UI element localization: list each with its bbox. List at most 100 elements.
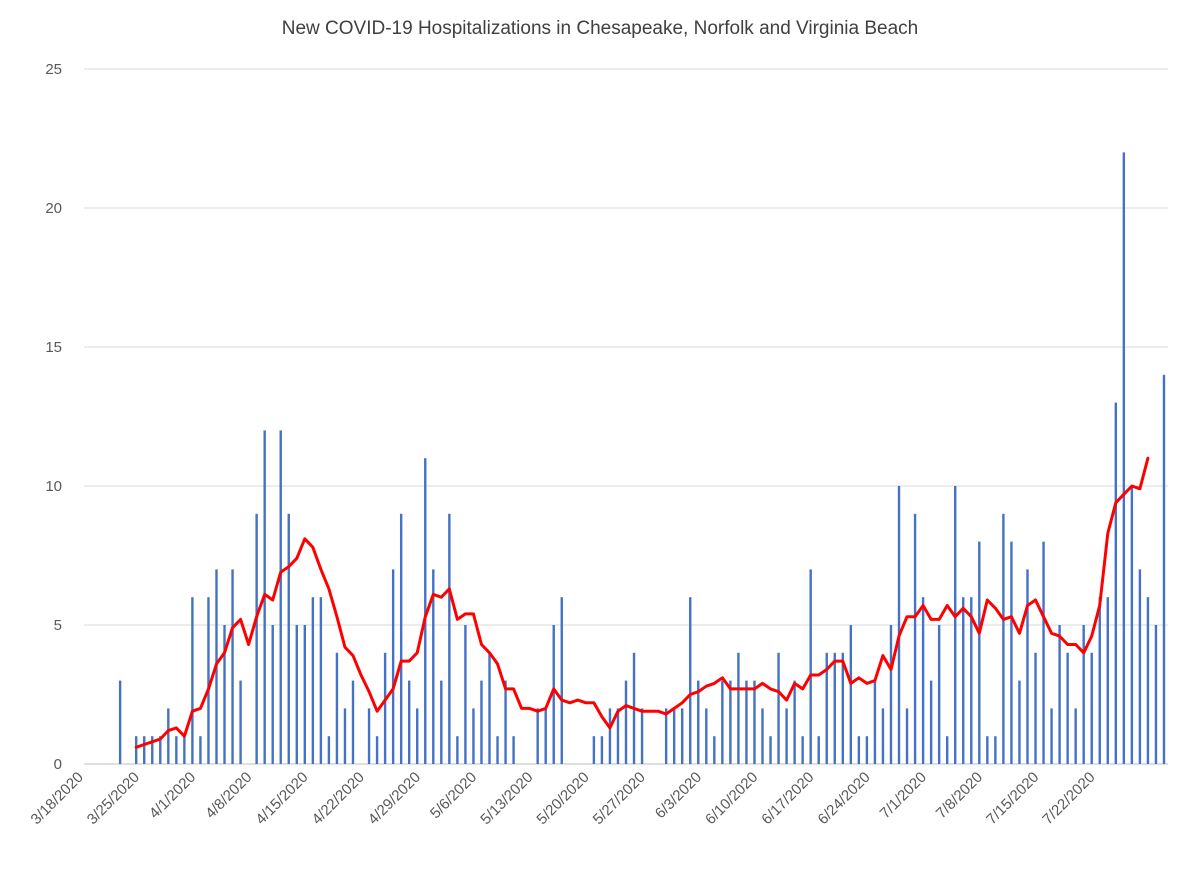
bar-series — [118, 152, 1166, 764]
bar — [833, 652, 836, 764]
bar — [592, 736, 596, 764]
bar — [945, 736, 949, 764]
bar — [311, 597, 315, 764]
bar — [207, 597, 210, 764]
y-tick-label: 25 — [45, 61, 62, 78]
bar — [705, 708, 708, 764]
x-tick-label: 7/22/2020 — [1039, 769, 1098, 828]
bar — [785, 708, 788, 764]
bar — [416, 708, 419, 764]
bar — [713, 736, 716, 764]
x-tick-label: 6/10/2020 — [702, 769, 761, 828]
bar — [729, 680, 732, 764]
bar — [857, 736, 861, 764]
bar — [889, 625, 893, 764]
bar — [689, 597, 692, 764]
bar — [432, 569, 435, 764]
bar — [536, 708, 539, 764]
x-tick-label: 7/8/2020 — [933, 769, 986, 822]
bar — [994, 736, 997, 764]
bar — [118, 680, 122, 764]
bar — [761, 708, 764, 764]
bar — [151, 736, 154, 764]
bar — [231, 569, 234, 764]
bar — [962, 597, 965, 764]
bar — [295, 625, 298, 764]
bar — [1034, 652, 1037, 764]
x-tick-label: 5/27/2020 — [590, 769, 649, 828]
bar — [383, 652, 387, 764]
x-tick-label: 4/22/2020 — [309, 769, 368, 828]
x-tick-label: 5/20/2020 — [533, 769, 592, 828]
bar — [504, 680, 507, 764]
bar — [1074, 708, 1077, 764]
bar — [1002, 513, 1005, 764]
bar — [159, 736, 162, 764]
bar — [239, 680, 242, 764]
bar — [552, 625, 555, 764]
bar — [970, 597, 973, 764]
y-tick-label: 15 — [45, 339, 62, 356]
bar — [1026, 569, 1029, 764]
bar — [544, 708, 547, 764]
bar — [921, 597, 925, 764]
bar — [978, 541, 981, 764]
bar — [343, 708, 347, 764]
bar — [793, 680, 796, 764]
y-axis-ticks: 0 5 10 15 20 25 — [45, 61, 62, 773]
bar — [905, 708, 909, 764]
bar — [1146, 597, 1150, 764]
bar — [1090, 652, 1093, 764]
bar — [175, 736, 178, 764]
bar — [913, 513, 917, 764]
bar — [1050, 708, 1053, 764]
x-tick-label: 4/1/2020 — [146, 769, 199, 822]
bar — [134, 736, 138, 764]
bar — [399, 513, 403, 764]
bar — [769, 736, 772, 764]
y-tick-label: 10 — [45, 478, 62, 495]
moving-average-line — [134, 456, 1150, 749]
bar — [1066, 652, 1069, 764]
bar — [335, 652, 339, 764]
bar — [817, 736, 820, 764]
bar — [801, 736, 804, 764]
bar — [1018, 680, 1021, 764]
bar — [327, 736, 331, 764]
y-tick-label: 20 — [45, 200, 62, 217]
x-tick-label: 7/1/2020 — [877, 769, 930, 822]
bar — [881, 708, 885, 764]
x-tick-label: 7/15/2020 — [983, 769, 1042, 828]
x-tick-label: 6/17/2020 — [758, 769, 817, 828]
bar — [624, 680, 628, 764]
bar — [255, 513, 258, 764]
y-tick-label: 0 — [54, 756, 62, 773]
bar — [608, 708, 612, 764]
bar — [287, 513, 290, 764]
bar — [143, 736, 146, 764]
bar — [464, 625, 467, 764]
bar — [191, 597, 194, 764]
bar — [873, 680, 877, 764]
bar — [616, 708, 620, 764]
bar — [640, 708, 644, 764]
bar — [1098, 597, 1101, 764]
bar — [841, 652, 844, 764]
bar — [279, 430, 282, 764]
x-tick-label: 6/3/2020 — [652, 769, 705, 822]
bar — [1042, 541, 1045, 764]
moving-average-series — [134, 456, 1150, 749]
bar — [223, 625, 226, 764]
bar — [1130, 486, 1134, 764]
bar — [777, 652, 780, 764]
bar — [825, 652, 828, 764]
bar — [488, 652, 491, 764]
bar — [408, 680, 411, 764]
bar — [351, 680, 355, 764]
bar — [303, 625, 307, 764]
bar — [424, 458, 427, 764]
bar — [600, 736, 604, 764]
